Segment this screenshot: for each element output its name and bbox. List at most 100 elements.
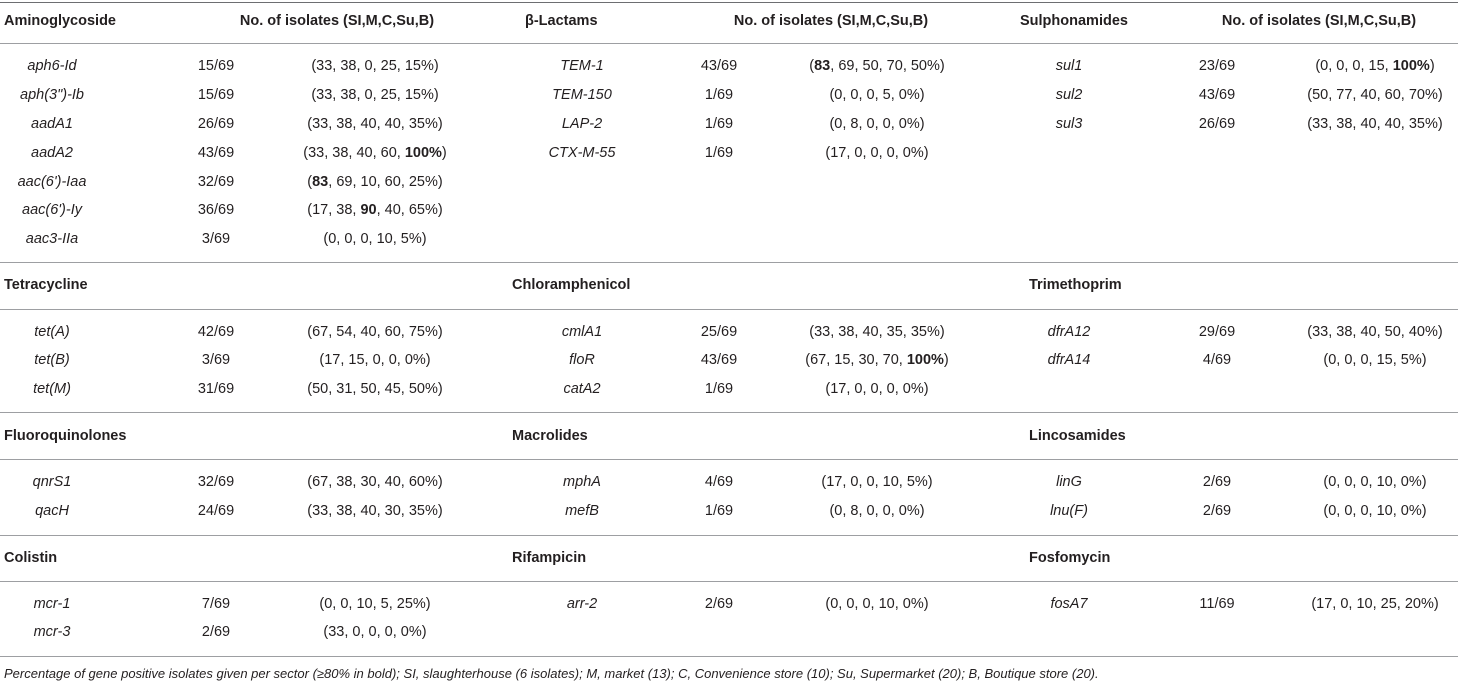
isolate-fraction: 43/69 xyxy=(197,145,235,161)
sector-percentages: (0, 0, 0, 5, 0%) xyxy=(829,87,925,103)
table-footnote: Percentage of gene positive isolates giv… xyxy=(4,666,1099,681)
isolate-fraction: 43/69 xyxy=(700,58,738,74)
sector-percentages: (67, 15, 30, 70, 100%) xyxy=(805,352,949,368)
isolate-fraction: 25/69 xyxy=(700,324,738,340)
isolate-fraction: 1/69 xyxy=(704,503,734,519)
gene-name: aph6-Id xyxy=(27,58,77,74)
sector-percentages: (83, 69, 10, 60, 25%) xyxy=(307,174,443,190)
isolate-fraction: 26/69 xyxy=(197,116,235,132)
sector-percentages: (33, 38, 0, 25, 15%) xyxy=(311,58,439,74)
gene-name: catA2 xyxy=(563,381,601,397)
isolate-fraction: 1/69 xyxy=(704,145,734,161)
gene-name: aadA2 xyxy=(31,145,73,161)
gene-name: lnu(F) xyxy=(1050,503,1088,519)
section-title: Trimethoprim xyxy=(1029,277,1122,293)
isolate-fraction: 24/69 xyxy=(197,503,235,519)
sector-percentages: (67, 54, 40, 60, 75%) xyxy=(307,324,443,340)
isolate-fraction: 2/69 xyxy=(1202,503,1232,519)
gene-name: dfrA14 xyxy=(1047,352,1091,368)
sector-percentages: (33, 38, 0, 25, 15%) xyxy=(311,87,439,103)
sector-percentages: (17, 0, 0, 0, 0%) xyxy=(825,145,929,161)
gene-name: CTX-M-55 xyxy=(548,145,616,161)
section-rule-3 xyxy=(0,535,1458,536)
section-title: Chloramphenicol xyxy=(512,277,631,293)
sector-percentages: (33, 38, 40, 50, 40%) xyxy=(1307,324,1443,340)
gene-name: LAP-2 xyxy=(561,116,603,132)
isolate-fraction: 1/69 xyxy=(704,381,734,397)
sector-percentages: (50, 77, 40, 60, 70%) xyxy=(1307,87,1443,103)
header-isolates-2: No. of isolates (SI,M,C,Su,B) xyxy=(733,13,929,29)
isolate-fraction: 43/69 xyxy=(700,352,738,368)
sector-percentages: (0, 8, 0, 0, 0%) xyxy=(829,116,925,132)
gene-name: TEM-150 xyxy=(552,87,612,103)
gene-name: sul2 xyxy=(1055,87,1083,103)
gene-name: aadA1 xyxy=(31,116,73,132)
section-rule-1b xyxy=(0,309,1458,310)
sector-percentages: (83, 69, 50, 70, 50%) xyxy=(809,58,945,74)
section-rule-1 xyxy=(0,262,1458,263)
sector-percentages: (33, 38, 40, 30, 35%) xyxy=(307,503,443,519)
isolate-fraction: 32/69 xyxy=(197,474,235,490)
isolate-fraction: 2/69 xyxy=(201,624,231,640)
gene-name: TEM-1 xyxy=(560,58,604,74)
header-aminoglycoside: Aminoglycoside xyxy=(4,13,116,29)
sector-percentages: (0, 8, 0, 0, 0%) xyxy=(829,503,925,519)
isolate-fraction: 31/69 xyxy=(197,381,235,397)
gene-name: mcr-1 xyxy=(33,596,71,612)
isolate-fraction: 2/69 xyxy=(704,596,734,612)
section-title: Tetracycline xyxy=(4,277,88,293)
sector-percentages: (17, 0, 10, 25, 20%) xyxy=(1311,596,1439,612)
section-title: Fluoroquinolones xyxy=(4,428,127,444)
isolate-fraction: 43/69 xyxy=(1198,87,1236,103)
header-beta-lactams: β-Lactams xyxy=(525,13,598,29)
isolate-fraction: 3/69 xyxy=(201,352,231,368)
isolate-fraction: 23/69 xyxy=(1198,58,1236,74)
gene-name: aph(3")-Ib xyxy=(20,87,84,103)
sector-percentages: (0, 0, 0, 10, 0%) xyxy=(825,596,929,612)
header-isolates-3: No. of isolates (SI,M,C,Su,B) xyxy=(1221,13,1417,29)
isolate-fraction: 3/69 xyxy=(201,231,231,247)
gene-name: fosA7 xyxy=(1050,596,1088,612)
sector-percentages: (0, 0, 0, 15, 5%) xyxy=(1323,352,1427,368)
gene-name: tet(A) xyxy=(34,324,70,340)
gene-name: tet(B) xyxy=(34,352,70,368)
sector-percentages: (33, 0, 0, 0, 0%) xyxy=(323,624,427,640)
isolate-fraction: 15/69 xyxy=(197,87,235,103)
sector-percentages: (0, 0, 0, 10, 0%) xyxy=(1323,503,1427,519)
sector-percentages: (0, 0, 0, 15, 100%) xyxy=(1315,58,1435,74)
gene-name: linG xyxy=(1056,474,1082,490)
sector-percentages: (0, 0, 10, 5, 25%) xyxy=(319,596,431,612)
gene-name: arr-2 xyxy=(566,596,598,612)
gene-name: tet(M) xyxy=(33,381,71,397)
sector-percentages: (17, 0, 0, 10, 5%) xyxy=(821,474,933,490)
header-sulphonamides: Sulphonamides xyxy=(1020,13,1128,29)
gene-name: qnrS1 xyxy=(32,474,72,490)
gene-name: qacH xyxy=(35,503,69,519)
sector-percentages: (33, 38, 40, 40, 35%) xyxy=(307,116,443,132)
gene-name: sul1 xyxy=(1055,58,1083,74)
gene-name: cmlA1 xyxy=(561,324,603,340)
section-rule-2 xyxy=(0,412,1458,413)
gene-name: mcr-3 xyxy=(33,624,71,640)
sector-percentages: (0, 0, 0, 10, 0%) xyxy=(1323,474,1427,490)
bottom-rule xyxy=(0,656,1458,657)
sector-percentages: (33, 38, 40, 35, 35%) xyxy=(809,324,945,340)
isolate-fraction: 11/69 xyxy=(1199,596,1235,612)
isolate-fraction: 15/69 xyxy=(197,58,235,74)
isolate-fraction: 36/69 xyxy=(197,202,235,218)
gene-name: aac3-IIa xyxy=(25,231,79,247)
sector-percentages: (67, 38, 30, 40, 60%) xyxy=(307,474,443,490)
section-title: Rifampicin xyxy=(512,550,587,566)
isolate-fraction: 7/69 xyxy=(201,596,231,612)
sector-percentages: (17, 38, 90, 40, 65%) xyxy=(307,202,443,218)
isolate-fraction: 1/69 xyxy=(704,116,734,132)
isolate-fraction: 29/69 xyxy=(1198,324,1236,340)
gene-name: aac(6')-Iy xyxy=(22,202,82,218)
isolate-fraction: 2/69 xyxy=(1202,474,1232,490)
isolate-fraction: 4/69 xyxy=(704,474,734,490)
isolate-fraction: 42/69 xyxy=(197,324,235,340)
sector-percentages: (33, 38, 40, 40, 35%) xyxy=(1307,116,1443,132)
gene-name: sul3 xyxy=(1055,116,1083,132)
sector-percentages: (0, 0, 0, 10, 5%) xyxy=(323,231,427,247)
gene-name: floR xyxy=(569,352,595,368)
